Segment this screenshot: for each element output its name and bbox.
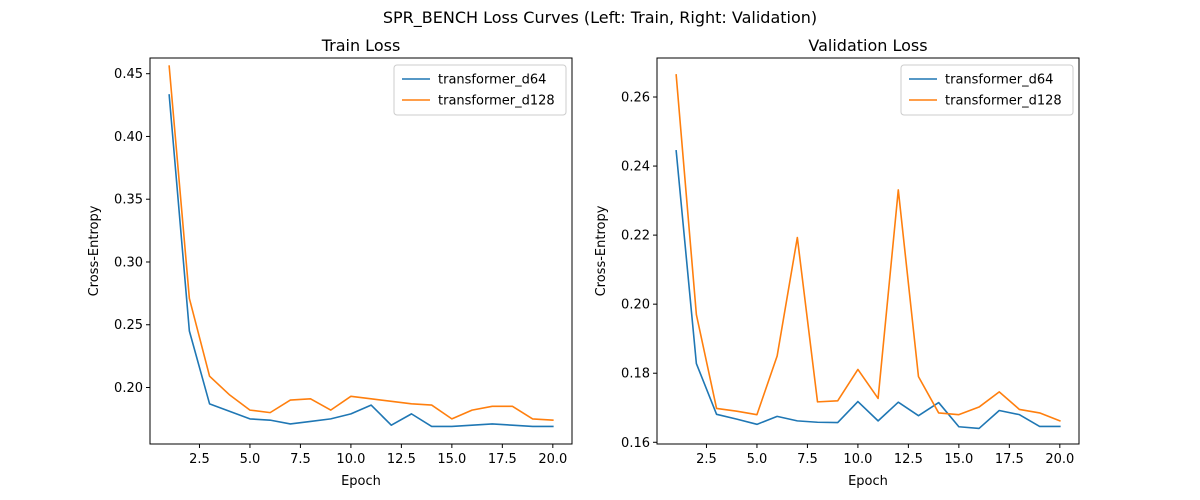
- axes-validation: Validation Loss 2.5 5.0 7.5 10.0 12.5 15.0 17.5…: [594, 36, 1080, 489]
- x-tick-label: 2.5: [696, 452, 717, 467]
- y-tick-label: 0.25: [114, 318, 143, 333]
- x-tick-label: 2.5: [189, 452, 210, 467]
- x-tick-label: 15.0: [437, 452, 466, 467]
- y-tick-label: 0.20: [114, 381, 143, 396]
- x-tick-label: 10.0: [336, 452, 365, 467]
- axes-frame: [149, 57, 573, 445]
- x-tick-label: 12.5: [387, 452, 416, 467]
- y-axis-label: Cross-Entropy: [594, 205, 609, 296]
- legend: transformer_d64 transformer_d128: [900, 64, 1074, 116]
- legend-frame: [900, 64, 1074, 116]
- series-line-transformer_d128: [168, 65, 554, 421]
- x-tick-label: 20.0: [1045, 452, 1074, 467]
- subplots: Train Loss 2.5 5.0 7.5 10.0 12.5 15.0 17.5 20.0 0…: [87, 36, 1080, 489]
- legend-label: transformer_d128: [945, 94, 1062, 109]
- x-tick-label: 20.0: [538, 452, 567, 467]
- y-tick-label: 0.35: [114, 193, 143, 208]
- legend-label: transformer_d64: [945, 73, 1053, 88]
- x-tick-label: 5.0: [747, 452, 768, 467]
- x-tick-label: 7.5: [797, 452, 818, 467]
- y-tick-label: 0.30: [114, 255, 143, 270]
- legend-frame: [393, 64, 567, 116]
- x-axis-label: Epoch: [341, 474, 381, 489]
- x-axis-label: Epoch: [848, 474, 888, 489]
- y-tick-label: 0.24: [621, 160, 650, 175]
- y-tick-label: 0.26: [621, 91, 650, 106]
- figure-suptitle: SPR_BENCH Loss Curves (Left: Train, Righ…: [383, 8, 817, 28]
- x-tick-label: 12.5: [894, 452, 923, 467]
- series-line-transformer_d64: [168, 94, 554, 428]
- y-tick-label: 0.40: [114, 130, 143, 145]
- axes-title: Validation Loss: [808, 36, 927, 55]
- x-tick-label: 10.0: [843, 452, 872, 467]
- y-tick-label: 0.16: [621, 436, 650, 451]
- legend-label: transformer_d64: [438, 73, 546, 88]
- x-tick-label: 17.5: [488, 452, 517, 467]
- y-tick-label: 0.45: [114, 67, 143, 82]
- legend: transformer_d64 transformer_d128: [393, 64, 567, 116]
- y-tick-label: 0.20: [621, 298, 650, 313]
- legend-label: transformer_d128: [438, 94, 555, 109]
- x-tick-label: 15.0: [944, 452, 973, 467]
- y-tick-label: 0.18: [621, 367, 650, 382]
- x-tick-label: 17.5: [995, 452, 1024, 467]
- axes-train: Train Loss 2.5 5.0 7.5 10.0 12.5 15.0 17.5 20.0 0…: [87, 36, 573, 489]
- y-tick-label: 0.22: [621, 229, 650, 244]
- x-tick-label: 7.5: [290, 452, 311, 467]
- series-line-transformer_d128: [675, 74, 1061, 422]
- y-axis-label: Cross-Entropy: [87, 205, 102, 296]
- x-tick-label: 5.0: [240, 452, 261, 467]
- axes-title: Train Loss: [321, 36, 401, 55]
- series-line-transformer_d64: [675, 149, 1061, 430]
- axes-frame: [656, 57, 1080, 445]
